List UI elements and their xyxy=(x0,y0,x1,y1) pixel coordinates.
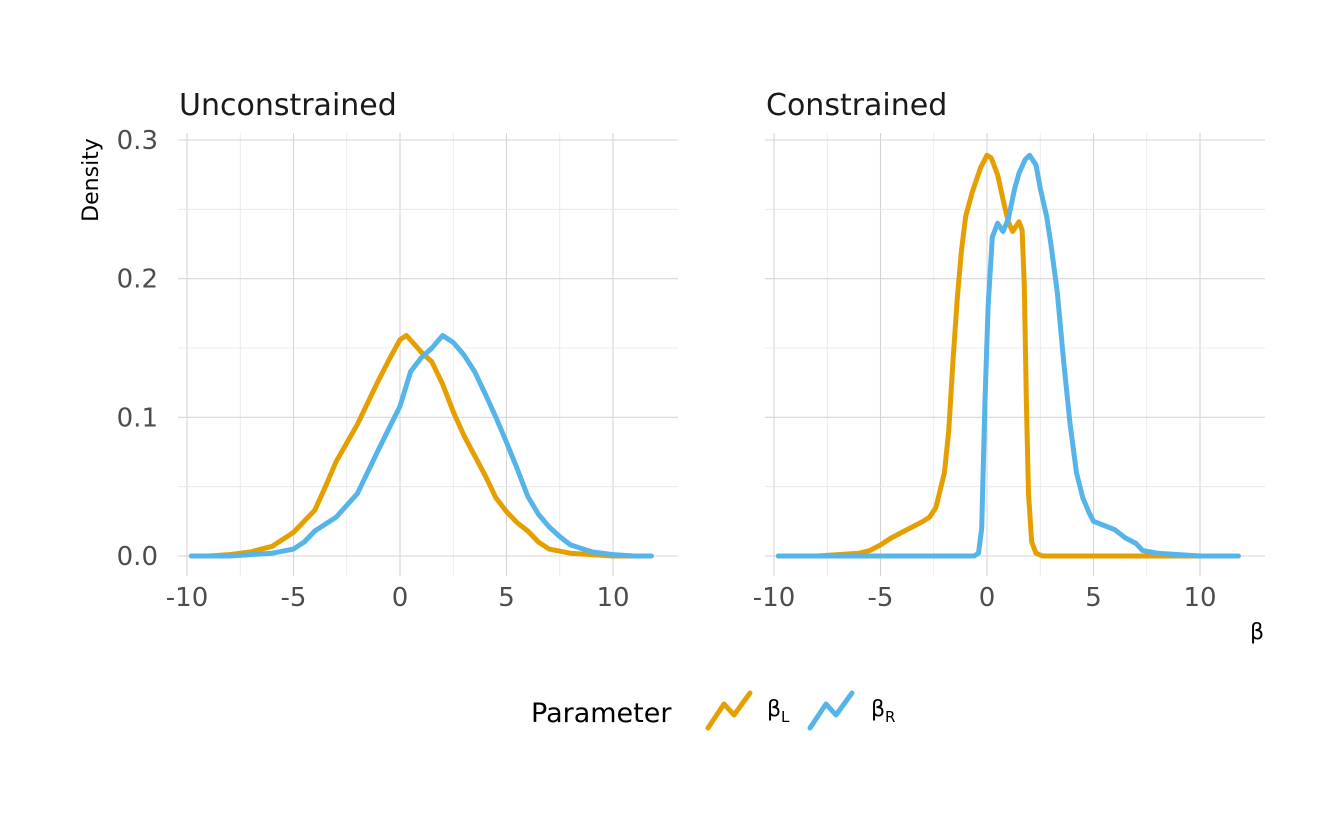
x-tick-label: 10 xyxy=(596,583,629,613)
panel-constrained: Constrained -10 -5 0 5 10 xyxy=(753,88,1265,613)
x-tick-label: -5 xyxy=(281,583,307,613)
x-tick-label: 0 xyxy=(979,583,996,613)
y-tick-label: 0.3 xyxy=(117,126,158,156)
series-line-beta-r xyxy=(188,333,654,559)
y-tick-label: 0.1 xyxy=(117,403,158,433)
y-axis-title: Density xyxy=(79,138,104,222)
x-tick-labels: -10 -5 0 5 10 xyxy=(166,583,630,613)
y-tick-label: 0.0 xyxy=(117,542,158,572)
panel-title-constrained: Constrained xyxy=(766,88,947,123)
x-axis-title: β xyxy=(1250,620,1264,645)
legend-key-beta-l xyxy=(705,690,753,731)
series-group xyxy=(188,333,654,559)
gridlines xyxy=(765,133,1265,576)
legend-label-beta-r: βR xyxy=(871,697,895,726)
x-tick-labels: -10 -5 0 5 10 xyxy=(753,583,1217,613)
legend-entry-beta-r: βR xyxy=(807,690,895,731)
legend-entry-beta-l: βL xyxy=(705,690,790,731)
x-tick-label: 0 xyxy=(392,583,409,613)
series-line-beta-r xyxy=(775,152,1241,559)
series-line-beta-l xyxy=(775,152,1241,559)
y-tick-labels: 0.0 0.1 0.2 0.3 xyxy=(117,126,158,572)
legend-title: Parameter xyxy=(531,698,672,729)
panel-unconstrained: Unconstrained 0.0 0.1 0.2 0.3 -10 -5 0 5 10 xyxy=(117,88,678,613)
series-group xyxy=(775,152,1241,559)
x-tick-label: -10 xyxy=(753,583,795,613)
x-tick-label: -5 xyxy=(868,583,894,613)
panel-title-unconstrained: Unconstrained xyxy=(179,88,397,123)
x-tick-label: 10 xyxy=(1183,583,1216,613)
legend-label-beta-l: βL xyxy=(767,697,790,726)
legend: Parameter βL βR xyxy=(531,690,895,731)
legend-key-beta-r xyxy=(807,690,855,731)
x-tick-label: 5 xyxy=(1085,583,1102,613)
x-tick-label: 5 xyxy=(498,583,515,613)
y-tick-label: 0.2 xyxy=(117,265,158,295)
series-line-beta-l xyxy=(188,333,654,559)
x-tick-label: -10 xyxy=(166,583,208,613)
